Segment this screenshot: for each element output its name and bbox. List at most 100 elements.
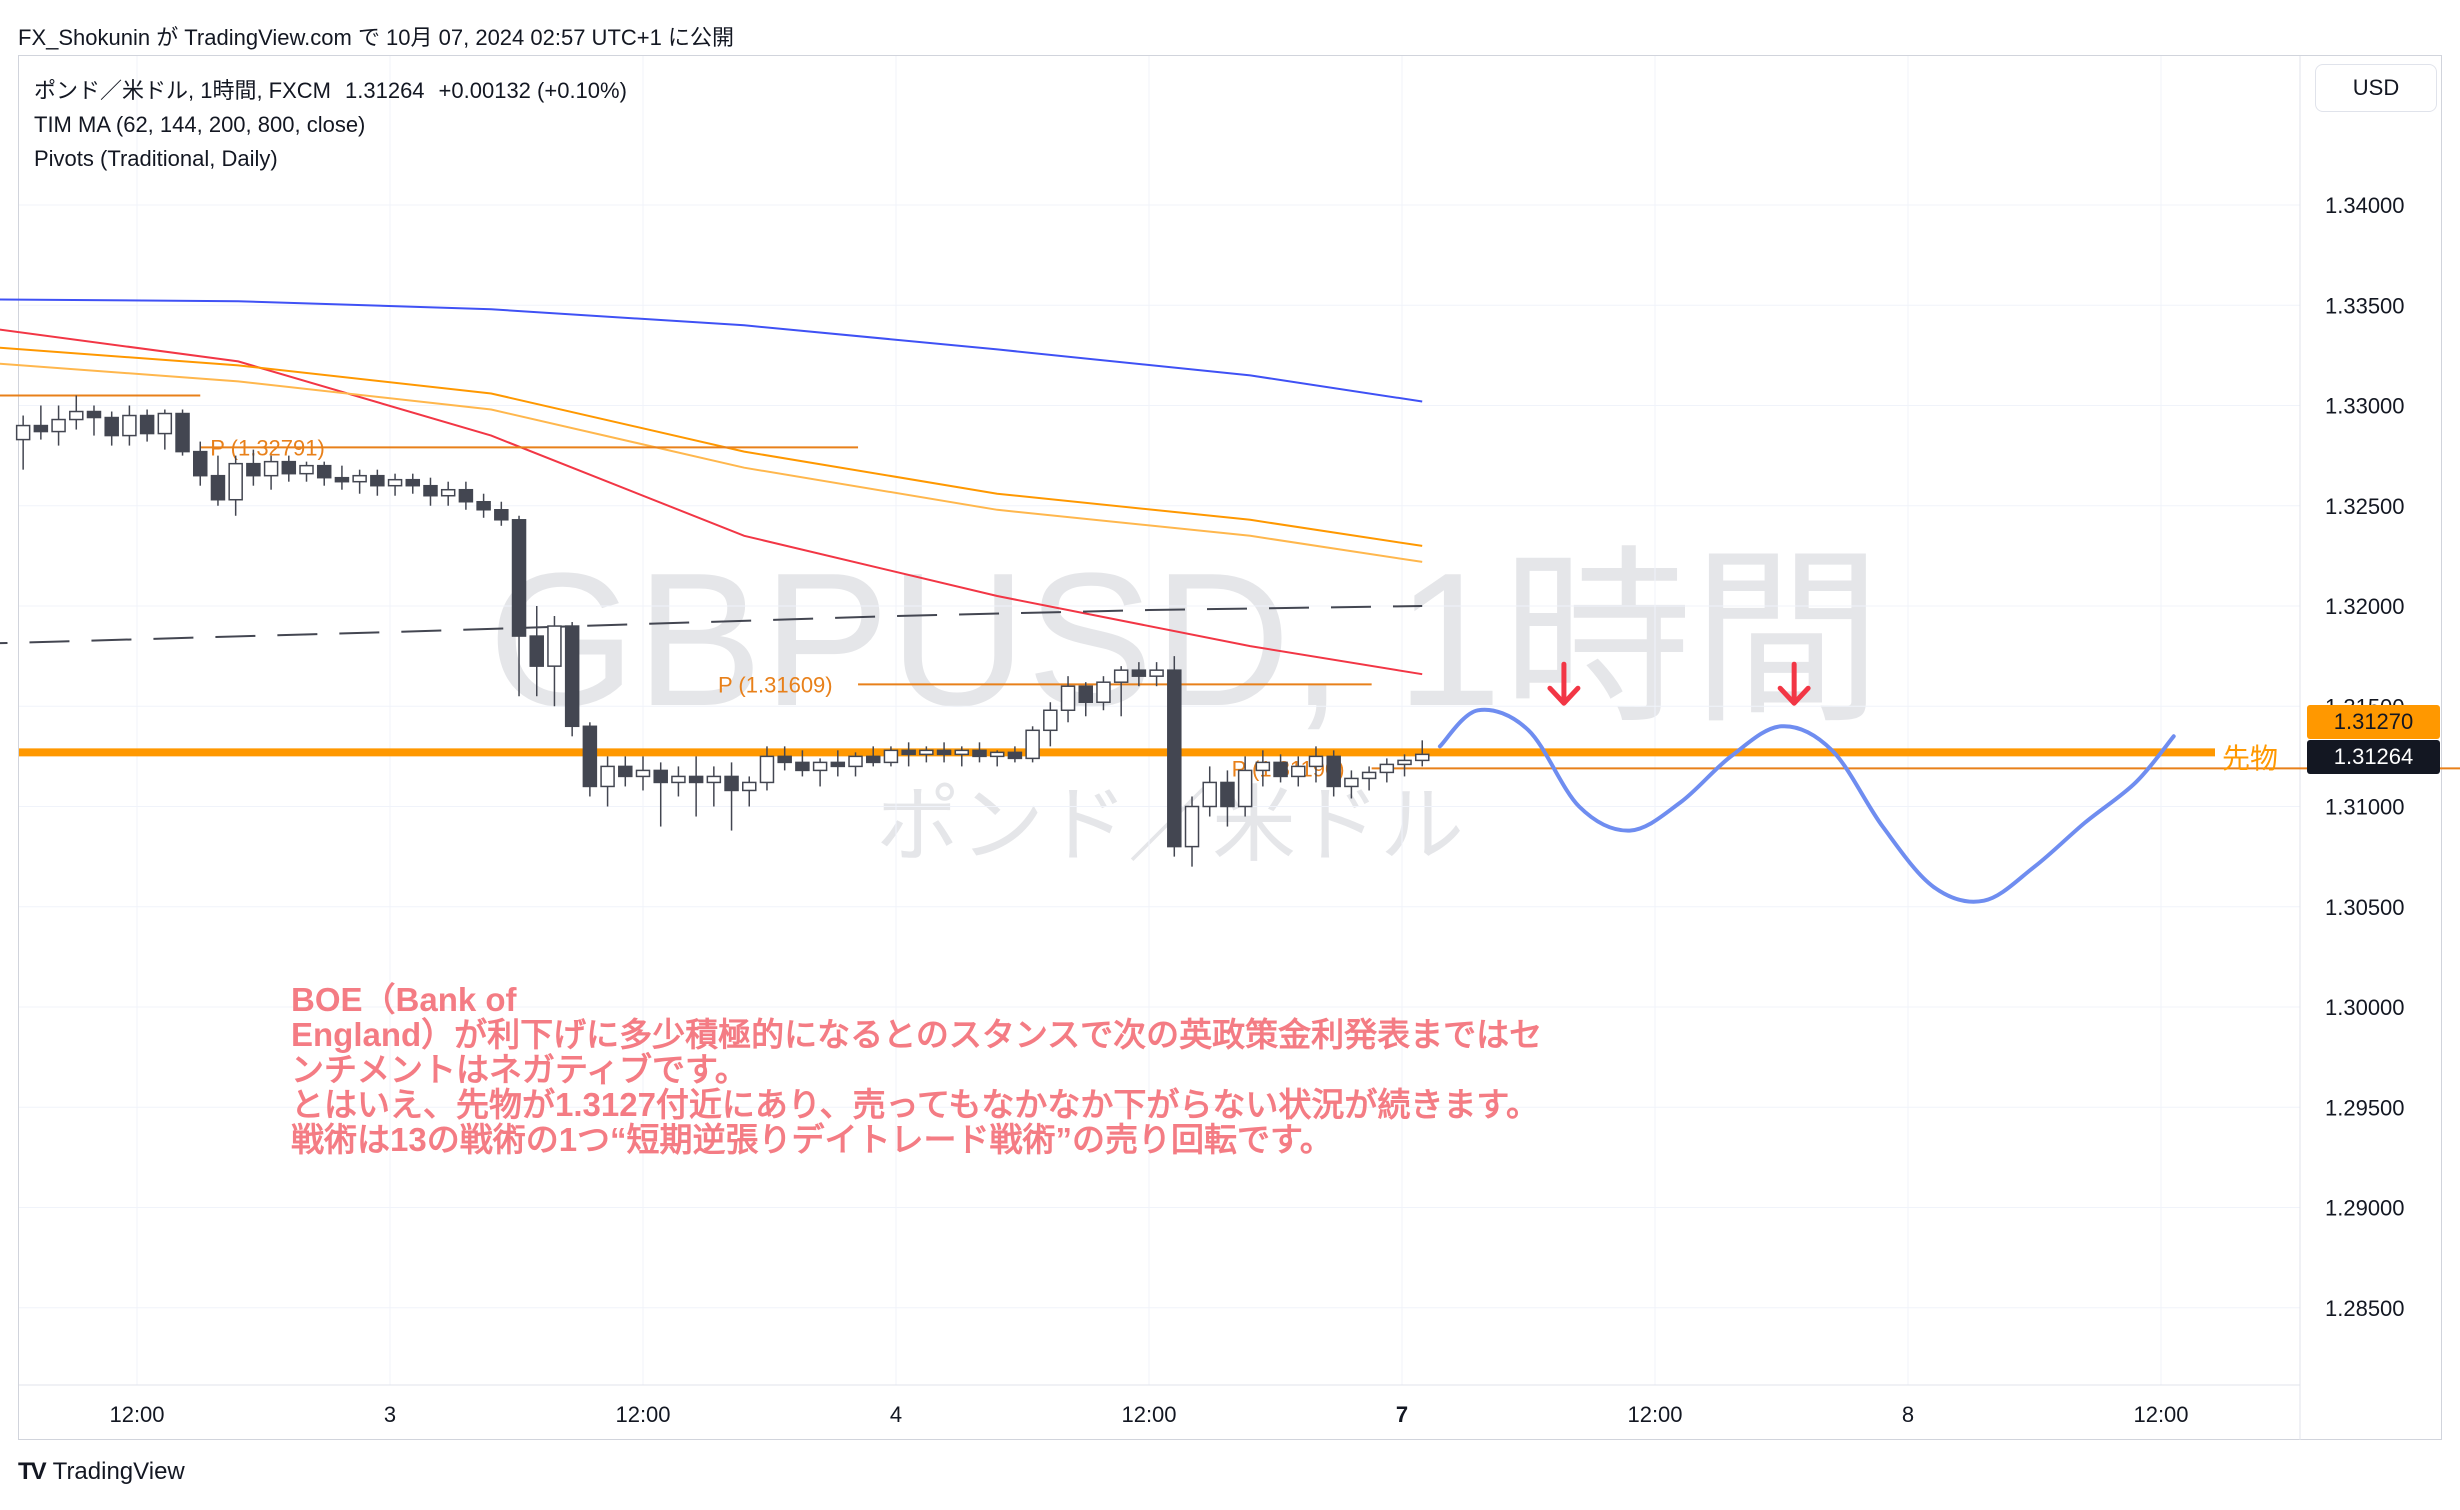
pivot-label: P (1.32791): [210, 435, 325, 460]
x-tick-label: 12:00: [2133, 1402, 2188, 1427]
chart-frame[interactable]: [18, 55, 2442, 1440]
candle-body: [1273, 761, 1288, 778]
candle-body: [1414, 753, 1430, 762]
indicator-legend-ma[interactable]: TIM MA (62, 144, 200, 800, close): [34, 112, 366, 137]
candle-body: [777, 755, 792, 764]
y-tick-label: 1.28500: [2325, 1296, 2405, 1321]
candle-body: [1379, 763, 1395, 774]
candle-body: [387, 478, 403, 487]
candle-body: [139, 414, 155, 435]
futures-label: 先物: [2222, 743, 2279, 774]
last-price-tag: 1.31264: [2307, 740, 2440, 774]
candle-body: [334, 476, 350, 483]
y-tick-label: 1.34000: [2325, 193, 2405, 218]
y-tick-label: 1.33500: [2325, 293, 2405, 318]
y-tick-label: 1.33000: [2325, 394, 2405, 419]
y-tick-label: 1.29500: [2325, 1095, 2405, 1120]
annotation-line: とはいえ、先物が1.3127付近にあり、売ってもなかなか下がらない状況が続きます…: [291, 1086, 1540, 1123]
candle-body: [954, 749, 970, 756]
candle-body: [281, 460, 297, 475]
annotation-line: England）が利下げに多少積極的になるとのスタンスで次の英政策金利発表までは…: [291, 1016, 1543, 1053]
candle-body: [1237, 769, 1253, 808]
candle-body: [175, 412, 190, 453]
candle-body: [405, 478, 421, 487]
y-tick-label: 1.31000: [2325, 795, 2405, 820]
candle-body: [795, 761, 810, 772]
annotation-line: BOE（Bank of: [291, 981, 517, 1018]
footer-brand-name: TradingView: [52, 1458, 185, 1485]
candle-body: [316, 464, 332, 479]
x-tick-label: 12:00: [615, 1402, 670, 1427]
candle-body: [1167, 669, 1182, 848]
candle-body: [936, 749, 952, 756]
indicator-legend-pivots[interactable]: Pivots (Traditional, Daily): [34, 146, 278, 171]
x-tick-label: 4: [890, 1402, 902, 1427]
ma-62-line: [0, 328, 1423, 676]
candle-body: [228, 462, 243, 501]
candle-body: [1060, 685, 1076, 712]
candle-body: [511, 519, 527, 637]
candle-body: [1096, 681, 1111, 703]
tradingview-logo-icon: TV: [18, 1458, 47, 1485]
candle-body: [246, 462, 261, 477]
candle-body: [1149, 669, 1164, 677]
candle-body: [547, 625, 562, 667]
candle-body: [989, 751, 1005, 758]
currency-button[interactable]: USD: [2315, 64, 2437, 112]
candle-body: [122, 414, 137, 437]
candle-body: [653, 769, 668, 784]
candle-body: [1113, 669, 1129, 683]
candle-body: [51, 418, 66, 433]
ma-200-line: [0, 362, 1423, 563]
symbol-legend-row[interactable]: ポンド／米ドル, 1時間, FXCM 1.31264 +0.00132 (+0.10…: [34, 74, 641, 108]
candle-body: [1361, 771, 1377, 780]
candle-body: [69, 410, 84, 421]
annotation-line: 戦術は13の戦術の1つ“短期逆張りデイトレード戦術”の売り回転です。: [291, 1121, 1333, 1158]
x-tick-label: 12:00: [1121, 1402, 1176, 1427]
candle-body: [529, 635, 544, 667]
symbol-name: ポンド／米ドル, 1時間, FXCM: [34, 78, 332, 103]
candle-body: [193, 450, 208, 477]
candle-body: [494, 509, 509, 521]
ma-800-line: [0, 298, 1423, 403]
y-tick-label: 1.30000: [2325, 995, 2405, 1020]
candle-body: [1291, 765, 1306, 778]
candle-body: [157, 412, 173, 435]
forecast-path: [1437, 707, 2176, 904]
candle-body: [883, 749, 899, 764]
analysis-annotation: BOE（Bank of England）が利下げに多少積極的になるとのスタンスで…: [291, 982, 1761, 1157]
x-tick-label: 12:00: [1627, 1402, 1682, 1427]
candle-body: [86, 410, 102, 419]
candle-body: [299, 464, 314, 475]
y-tick-label: 1.30500: [2325, 895, 2405, 920]
footer-brand[interactable]: TV TradingView: [18, 1458, 185, 1486]
price-change: +0.00132 (+0.10%): [438, 78, 627, 103]
candle-body: [919, 749, 934, 756]
y-tick-label: 1.32000: [2325, 594, 2405, 619]
candle-body: [1220, 781, 1235, 808]
candle-body: [1007, 751, 1023, 760]
ma-144-line: [0, 346, 1423, 547]
candle-body: [1078, 685, 1093, 703]
candle-body: [1043, 709, 1058, 732]
candle-body: [564, 625, 580, 728]
candle-body: [15, 424, 31, 441]
candle-body: [724, 775, 739, 792]
publisher-line: FX_Shokunin が TradingView.com で 10月 07, …: [18, 25, 734, 50]
candle-body: [706, 775, 722, 784]
x-tick-label: 8: [1902, 1402, 1914, 1427]
candle-body: [210, 474, 226, 501]
sell-arrow-icon: [1547, 661, 1581, 706]
candle-body: [865, 755, 881, 764]
candle-body: [352, 474, 367, 483]
candle-body: [1326, 755, 1341, 788]
candle-body: [458, 488, 474, 503]
candle-body: [1308, 755, 1324, 768]
candle-body: [104, 416, 119, 437]
candle-body: [972, 749, 987, 758]
candle-body: [423, 484, 438, 497]
sell-arrow-icon: [1777, 661, 1811, 706]
candle-body: [742, 781, 757, 792]
x-tick-label: 3: [384, 1402, 396, 1427]
